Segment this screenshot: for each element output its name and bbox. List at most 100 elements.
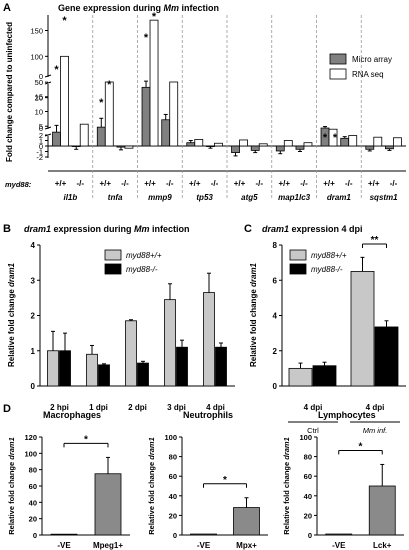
x-tick-label: 4 dpi — [366, 403, 385, 412]
panel-b-chart: 4 3 2 1 0 2 hpi 1 dpi 2 dpi 3 dpi 4 dpi myd88+/+ my… — [31, 241, 235, 412]
y-tick-label: 40 — [304, 492, 312, 501]
legend-label-micro-array: Micro array — [352, 55, 392, 64]
genotype-label: +/+ — [234, 179, 246, 188]
significance-star: * — [54, 64, 59, 76]
bar-wt — [86, 353, 98, 387]
bar-rna-seq — [124, 145, 134, 149]
panel-c-ylabel: Relative fold change dram1 — [249, 262, 258, 367]
significance-star: * — [333, 132, 338, 144]
panel-b-letter: B — [3, 223, 11, 235]
bar-micro-array — [275, 145, 285, 152]
bar-micro-array — [96, 126, 106, 147]
bar-ve — [50, 533, 78, 536]
gene-label-map1lc3: map1lc3 — [278, 193, 311, 202]
axis-break-mark-0 — [44, 74, 52, 78]
panel-c-letter: C — [244, 223, 252, 235]
bar-ve — [190, 533, 217, 536]
bar-micro-array — [231, 145, 240, 153]
y-tick-label: 60 — [304, 472, 312, 481]
y-tick-label: 4 — [273, 312, 278, 321]
y-tick-label: 40 — [29, 498, 37, 507]
panel-b-ylabel-italic: dram1 — [7, 262, 16, 287]
bar-mut — [374, 326, 399, 387]
y-tick-label: 0 — [31, 382, 36, 391]
legend-label-wt: myd88+/+ — [311, 251, 347, 260]
group-label: Mm inf. — [363, 426, 388, 435]
genotype-label: +/+ — [55, 179, 67, 188]
panel-c-ylabel-text: Relative fold change — [249, 287, 258, 367]
gene-label-atg5: atg5 — [241, 193, 258, 202]
x-tick-label: 1 dpi — [89, 403, 108, 412]
y-tick-label: 0 — [39, 72, 43, 81]
bar-rna-seq — [104, 81, 114, 147]
genotype-label: +/+ — [99, 179, 111, 188]
x-tick-label: Lck+ — [373, 541, 392, 550]
panel-a-title-italic: Mm — [164, 3, 180, 13]
genotype-label: -/- — [345, 179, 353, 188]
panel-a-letter: A — [3, 2, 11, 14]
subpanel-ylabel: Relative fold change dram1 — [7, 437, 16, 535]
significance-star: * — [152, 11, 157, 23]
y-tick-label: 10 — [35, 107, 43, 116]
y-tick-label: 6 — [273, 276, 278, 285]
y-tick-label: 2 — [39, 131, 43, 140]
bar-mut — [98, 364, 110, 387]
bar-mut — [215, 346, 227, 387]
y-tick-label: -1 — [36, 148, 43, 157]
legend-swatch-micro-array — [329, 53, 347, 65]
bar-micro-array — [365, 145, 375, 150]
y-tick-label: 2 — [273, 347, 278, 356]
significance-star: * — [144, 32, 149, 44]
y-tick-label: 100 — [164, 433, 177, 442]
significance-star: * — [223, 475, 227, 486]
subpanel-ylabel-italic: dram1 — [147, 437, 156, 460]
x-tick-label: -VE — [57, 541, 71, 550]
genotype-label: -/- — [211, 179, 219, 188]
y-tick-label: 20 — [35, 94, 43, 103]
panel-c-chart: 8 6 4 2 0 4 dpi Ctrl 4 dpi Mm inf. ** myd88+/+ myd8… — [273, 235, 406, 435]
y-tick-label: 100 — [24, 449, 37, 458]
x-tick-label: -VE — [332, 541, 346, 550]
legend-label-rna-seq: RNA seq — [352, 70, 384, 79]
bar-lck — [368, 485, 396, 536]
axis-break-mark-2 — [44, 126, 52, 130]
y-tick-label: 1 — [31, 347, 36, 356]
y-tick-label: 60 — [169, 472, 177, 481]
bar-micro-array — [141, 86, 151, 147]
panel-b-title-suffix: infection — [150, 224, 190, 234]
y-tick-label: 3 — [31, 276, 36, 285]
y-tick-label: 20 — [304, 511, 312, 520]
y-tick-label: 20 — [29, 515, 37, 524]
genotype-label: +/+ — [189, 179, 201, 188]
significance-star: * — [107, 79, 112, 91]
panel-b-title-mid: expression during — [51, 224, 134, 234]
bar-wt — [203, 292, 215, 387]
bar-micro-array — [340, 137, 350, 147]
legend-label-mut: myd88-/- — [311, 265, 343, 274]
bar-rna-seq — [79, 123, 89, 147]
genotype-label: +/+ — [323, 179, 335, 188]
group-label: Ctrl — [307, 426, 319, 435]
genotype-label: -/- — [166, 179, 174, 188]
bar-rna-seq — [348, 135, 358, 147]
genotype-label: -/- — [121, 179, 129, 188]
gene-label-tnfa: tnfa — [108, 193, 123, 202]
legend-swatch-wt — [104, 249, 122, 261]
genotype-label: -/- — [76, 179, 84, 188]
subpanel-ylabel-italic: dram1 — [282, 437, 291, 460]
bar-wt — [288, 367, 313, 387]
legend-swatch-rna-seq — [329, 68, 347, 80]
gene-label-mmp9: mmp9 — [148, 193, 172, 202]
x-tick-label: -VE — [197, 541, 211, 550]
y-tick-label: 20 — [169, 511, 177, 520]
panel-a-title-prefix: Gene expression during — [58, 3, 164, 13]
bar-micro-array — [250, 145, 260, 151]
panel-a-title: Gene expression during Mm infection — [58, 3, 219, 13]
bar-wt — [47, 350, 59, 387]
panel-b-ylabel-text: Relative fold change — [7, 287, 16, 367]
legend-label-wt: myd88+/+ — [126, 251, 162, 260]
x-tick-label: Mpeg1+ — [93, 541, 123, 550]
x-tick-label: 3 dpi — [167, 403, 186, 412]
y-tick-label: 0 — [39, 142, 43, 151]
